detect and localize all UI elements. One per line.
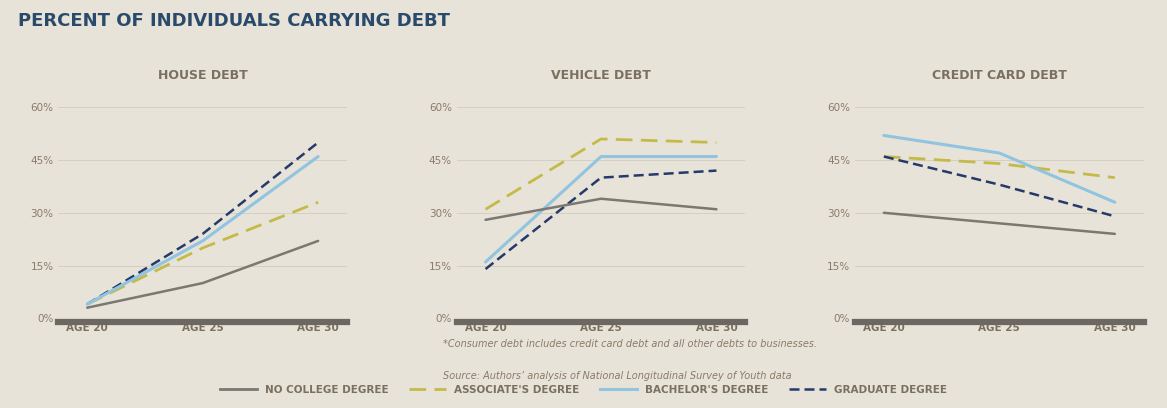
Text: Source: Authors’ analysis of National Longitudinal Survey of Youth data: Source: Authors’ analysis of National Lo… [443,371,792,381]
Legend: NO COLLEGE DEGREE, ASSOCIATE'S DEGREE, BACHELOR'S DEGREE, GRADUATE DEGREE: NO COLLEGE DEGREE, ASSOCIATE'S DEGREE, B… [216,380,951,399]
Text: *Consumer debt includes credit card debt and all other debts to businesses.: *Consumer debt includes credit card debt… [443,339,818,349]
Text: PERCENT OF INDIVIDUALS CARRYING DEBT: PERCENT OF INDIVIDUALS CARRYING DEBT [18,12,449,30]
Title: HOUSE DEBT: HOUSE DEBT [158,69,247,82]
Title: CREDIT CARD DEBT: CREDIT CARD DEBT [932,69,1067,82]
Title: VEHICLE DEBT: VEHICLE DEBT [551,69,651,82]
